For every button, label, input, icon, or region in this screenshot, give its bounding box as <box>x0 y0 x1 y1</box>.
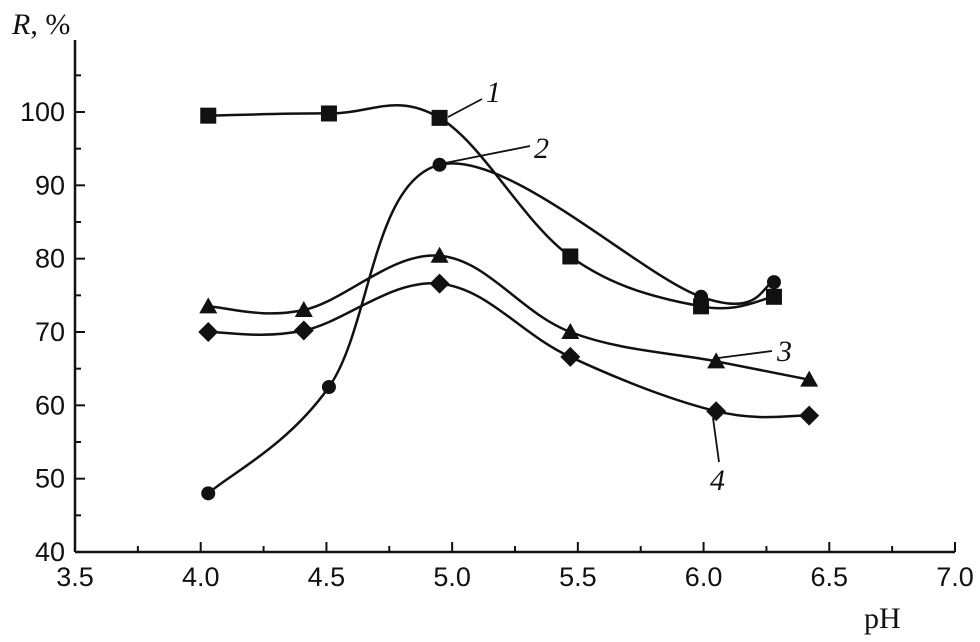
series-1-point <box>562 248 579 265</box>
x-tick-label: 3.5 <box>56 562 94 592</box>
series-3-point <box>707 352 726 369</box>
series-4-point <box>799 405 820 426</box>
ticks: 3.5 4.0 4.5 5.0 5.5 6.0 6.5 7.0 40 50 60 70 80 90 100 <box>20 74 974 592</box>
series-4-point <box>706 401 727 422</box>
x-tick-label: 4.5 <box>308 562 346 592</box>
x-tick-label: 5.0 <box>433 562 471 592</box>
y-tick-label: 40 <box>35 537 65 567</box>
series-group <box>198 104 820 501</box>
series-4-point <box>293 320 314 341</box>
series-2-leader <box>444 145 531 164</box>
x-axis-label: pH <box>864 602 901 635</box>
series-4-line <box>208 282 810 419</box>
x-tick-label: 6.5 <box>811 562 849 592</box>
series-2-point <box>694 289 709 304</box>
y-tick-label: 90 <box>35 170 65 200</box>
series-4-point <box>198 322 219 342</box>
series-3-point <box>199 297 218 314</box>
x-tick-label: 5.5 <box>559 562 597 592</box>
labels: R, % pH 12 3 4 <box>11 8 901 635</box>
series-4-point <box>560 346 581 367</box>
series-1-point <box>431 109 448 126</box>
series-3-point <box>294 301 313 317</box>
series-2-label: 2 <box>534 132 549 165</box>
series-2-point <box>201 486 216 501</box>
series-4-point <box>429 273 450 294</box>
x-tick-label: 6.0 <box>685 562 723 592</box>
series-1-point <box>320 105 337 122</box>
series-3-point <box>430 246 449 263</box>
series-1-label: 1 <box>486 76 501 109</box>
series-2 <box>201 157 781 501</box>
series-2-line <box>207 162 775 495</box>
series-4-leader <box>712 417 720 463</box>
y-axis-label-var: R <box>11 8 30 41</box>
series-3-label: 3 <box>776 335 792 368</box>
y-tick-label: 80 <box>35 244 65 274</box>
y-axis-label: R, % <box>11 8 70 41</box>
series-1-point <box>765 288 782 305</box>
y-tick-label: 100 <box>20 97 65 127</box>
series-3-point <box>800 370 819 387</box>
series-3-leader <box>717 350 773 359</box>
series-1 <box>200 104 782 315</box>
series-3-point <box>561 323 580 339</box>
x-tick-label: 7.0 <box>936 562 974 592</box>
y-tick-label: 60 <box>35 390 65 420</box>
x-tick-label: 4.0 <box>182 562 220 592</box>
series-1-point <box>200 107 217 124</box>
series-4 <box>198 273 820 426</box>
y-axis-label-unit: , % <box>30 8 70 41</box>
series-1-leader <box>447 98 483 118</box>
series-4-label: 4 <box>710 464 725 497</box>
series-2-point <box>321 380 336 394</box>
series-2-point <box>432 157 447 172</box>
series-2-point <box>766 275 781 290</box>
y-tick-label: 50 <box>35 464 65 494</box>
series-3 <box>199 246 819 387</box>
y-tick-label: 70 <box>35 317 65 347</box>
